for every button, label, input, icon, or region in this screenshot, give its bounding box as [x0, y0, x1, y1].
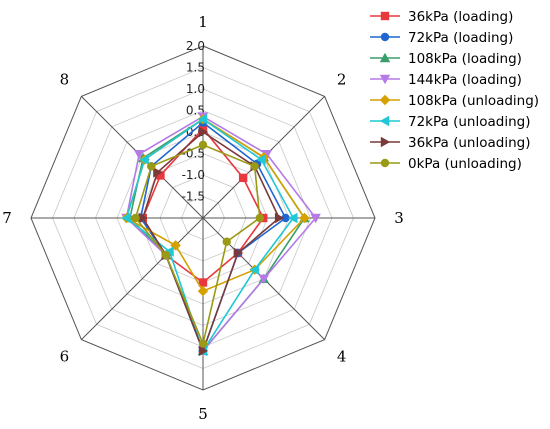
axis-label-4: 4 — [337, 348, 347, 366]
legend-item: 36kPa (loading) — [370, 9, 513, 25]
radar-spokes — [31, 46, 375, 390]
data-point — [198, 140, 208, 150]
tick-label: 2.0 — [186, 39, 205, 53]
data-point — [380, 136, 391, 148]
legend-label: 108kPa (unloading) — [408, 93, 539, 109]
axis-label-2: 2 — [337, 70, 347, 88]
axis-labels: 1 2 3 4 5 6 7 8 — [2, 13, 404, 423]
legend-label: 72kPa (unloading) — [408, 114, 530, 130]
data-point — [288, 212, 298, 224]
data-point — [121, 212, 131, 224]
data-point — [379, 74, 391, 85]
legend-item: 0kPa (unloading) — [370, 156, 522, 172]
legend-label: 72kPa (loading) — [408, 30, 513, 46]
data-point — [299, 212, 310, 224]
legend-item: 108kPa (loading) — [370, 51, 522, 67]
axis-label-1: 1 — [198, 13, 208, 31]
tick-label: 1.0 — [186, 82, 205, 96]
data-point — [153, 167, 163, 178]
data-point — [164, 246, 174, 257]
tick-label: -1.5 — [182, 190, 205, 204]
tick-label: -0.5 — [182, 147, 205, 161]
data-point — [380, 11, 390, 21]
tick-label: -1.0 — [182, 168, 205, 182]
legend-label: 0kPa (unloading) — [408, 156, 522, 172]
data-point — [261, 149, 273, 160]
data-point — [379, 52, 391, 63]
data-point — [233, 247, 244, 259]
data-point — [380, 158, 390, 168]
legend-item: 72kPa (loading) — [370, 30, 513, 46]
axis-label-7: 7 — [2, 209, 12, 227]
data-point — [198, 126, 209, 138]
data-point — [249, 264, 259, 275]
data-point — [131, 213, 140, 223]
data-point — [197, 113, 208, 125]
data-point — [198, 339, 208, 348]
data-point — [238, 173, 248, 183]
series-group — [121, 112, 321, 357]
data-point — [198, 278, 208, 287]
data-point — [161, 250, 171, 260]
legend-item: 36kPa (unloading) — [370, 135, 530, 151]
data-point — [255, 213, 264, 223]
data-point — [222, 237, 231, 246]
legend-label: 108kPa (loading) — [408, 51, 522, 67]
data-point — [147, 162, 156, 171]
radial-tick-labels: 2.01.51.00.50.0-0.5-1.0-1.5 — [182, 39, 205, 204]
data-point — [380, 32, 390, 42]
data-point — [139, 154, 149, 165]
data-point — [250, 162, 259, 171]
legend-label: 36kPa (loading) — [408, 9, 513, 25]
data-point — [310, 213, 321, 224]
data-point — [281, 213, 290, 223]
data-point — [274, 212, 285, 224]
axis-label-8: 8 — [60, 70, 70, 88]
data-point — [258, 274, 270, 285]
legend-label: 36kPa (unloading) — [408, 135, 530, 151]
tick-label: 1.5 — [186, 61, 205, 75]
legend-label: 144kPa (loading) — [408, 72, 522, 88]
legend: 36kPa (loading) 72kPa (loading) 108kPa (lo… — [370, 9, 539, 172]
data-point — [198, 124, 208, 133]
data-point — [379, 115, 390, 127]
legend-item: 144kPa (loading) — [370, 72, 522, 88]
data-point — [138, 212, 148, 224]
axis-label-5: 5 — [198, 405, 208, 423]
data-point — [379, 94, 391, 106]
data-point — [197, 285, 209, 297]
axis-label-3: 3 — [394, 209, 404, 227]
axis-label-6: 6 — [60, 348, 70, 366]
data-point — [256, 154, 266, 165]
data-point — [133, 149, 145, 160]
legend-item: 108kPa (unloading) — [370, 93, 539, 109]
data-point — [198, 345, 209, 357]
data-point — [156, 171, 165, 180]
axis-spoke — [81, 217, 204, 340]
legend-item: 72kPa (unloading) — [370, 114, 530, 130]
series-7 — [131, 140, 264, 348]
